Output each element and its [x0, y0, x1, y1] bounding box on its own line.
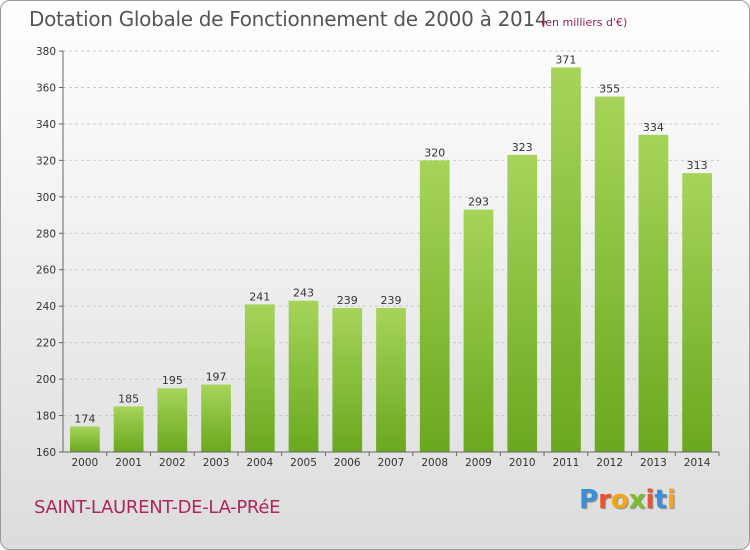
- bar: [157, 388, 188, 452]
- bar-value-label: 195: [162, 374, 183, 387]
- x-tick-label: 2004: [246, 457, 273, 469]
- y-tick-label: 380: [36, 46, 56, 58]
- y-tick-label: 240: [36, 301, 56, 313]
- x-tick-label: 2014: [684, 457, 711, 469]
- bar-value-label: 334: [643, 121, 664, 134]
- bar: [376, 308, 406, 452]
- x-tick-label: 2002: [159, 457, 186, 469]
- chart-unit-label: (en milliers d'€): [541, 16, 628, 29]
- bar-value-label: 293: [468, 196, 489, 209]
- bar: [332, 308, 363, 452]
- x-tick-label: 2010: [509, 457, 536, 469]
- axis-layer: 160 180 200 220 240 260 280 300 320 340 360 380 2000…: [36, 46, 720, 469]
- commune-name: SAINT-LAURENT-DE-LA-PRéE: [34, 497, 281, 518]
- bar-value-label: 197: [206, 371, 227, 384]
- x-tick-label: 2012: [596, 457, 623, 469]
- bar: [419, 160, 450, 452]
- logo-letter: x: [628, 485, 646, 515]
- x-tick-label: 2003: [203, 457, 230, 469]
- logo-letter: P: [579, 485, 599, 515]
- logo-letter: o: [610, 485, 629, 515]
- bar: [638, 134, 669, 452]
- y-tick-label: 320: [36, 155, 56, 167]
- logo-letter: i: [645, 485, 655, 515]
- chart-title: Dotation Globale de Fonctionnement de 20…: [29, 7, 548, 31]
- bar-value-label: 323: [512, 141, 533, 154]
- bar: [201, 384, 231, 452]
- y-tick-label: 280: [36, 228, 56, 240]
- bar: [113, 406, 144, 452]
- bar-value-label: 239: [337, 294, 358, 307]
- y-tick-label: 220: [36, 338, 56, 350]
- x-tick-label: 2008: [421, 457, 448, 469]
- y-tick-label: 180: [36, 411, 56, 423]
- x-tick-label: 2000: [71, 457, 98, 469]
- bar: [69, 426, 100, 452]
- x-tick-label: 2005: [290, 457, 317, 469]
- bar-value-label: 174: [74, 412, 95, 425]
- bar-value-label: 243: [293, 287, 314, 300]
- bar: [244, 304, 275, 452]
- x-tick-label: 2001: [115, 457, 142, 469]
- bar: [682, 173, 713, 452]
- x-tick-label: 2011: [553, 457, 580, 469]
- x-tick-label: 2013: [640, 457, 667, 469]
- bar-value-label: 371: [555, 53, 576, 66]
- x-tick-label: 2007: [378, 457, 405, 469]
- y-tick-label: 160: [36, 447, 56, 459]
- y-tick-label: 260: [36, 265, 56, 277]
- proxiti-logo: Proxiti: [579, 485, 676, 515]
- bar: [288, 300, 319, 452]
- bar-value-label: 241: [249, 290, 270, 303]
- x-tick-label: 2009: [465, 457, 492, 469]
- logo-letter: t: [654, 485, 667, 515]
- logo-letter: i: [666, 485, 676, 515]
- x-tick-label: 2006: [334, 457, 361, 469]
- bar-value-label: 320: [424, 146, 445, 159]
- logo-letter: r: [598, 485, 611, 515]
- bars-layer: 174 185 195 197 241 243 239 239 320 293 323 371 355 3…: [69, 53, 713, 453]
- bar: [551, 67, 581, 453]
- bar-value-label: 313: [687, 159, 708, 172]
- bar-value-label: 239: [381, 294, 402, 307]
- y-tick-label: 200: [36, 374, 56, 386]
- bar: [463, 209, 494, 452]
- y-tick-label: 360: [36, 82, 56, 94]
- bar-value-label: 185: [118, 392, 139, 405]
- bar: [594, 96, 625, 453]
- bar-value-label: 355: [599, 83, 620, 96]
- y-tick-label: 340: [36, 119, 56, 131]
- bar: [507, 154, 538, 453]
- y-tick-label: 300: [36, 192, 56, 204]
